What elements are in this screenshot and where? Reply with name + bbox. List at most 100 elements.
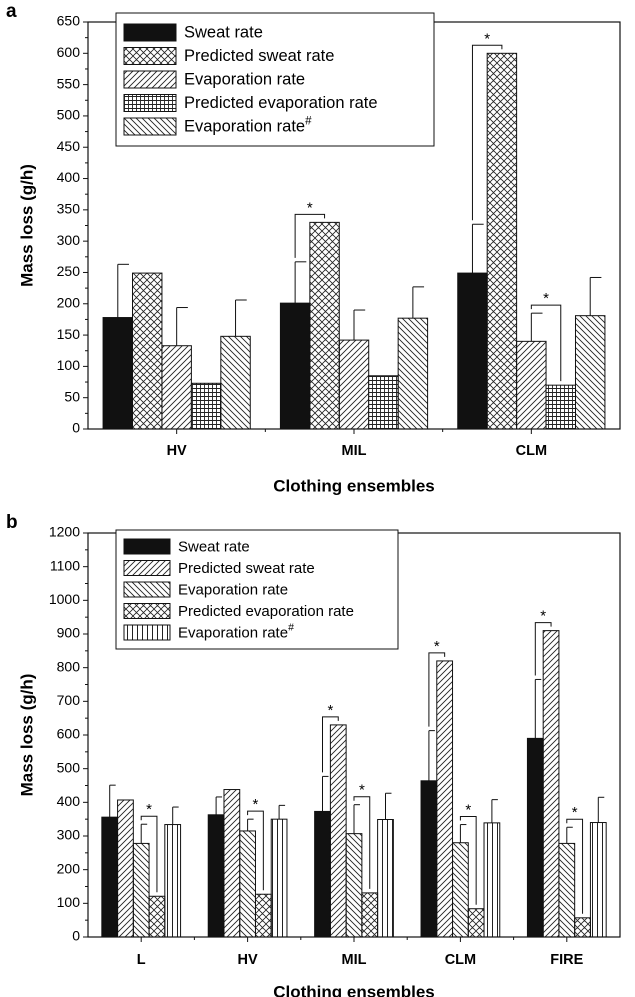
significance-star: * <box>359 782 365 799</box>
bar <box>574 315 606 430</box>
bar <box>314 810 331 938</box>
bar <box>361 892 379 938</box>
bar <box>220 335 251 430</box>
legend: Sweat rate Predicted sweat rate Evaporatio… <box>115 12 435 147</box>
y-tick-label: 1200 <box>49 524 80 540</box>
bar <box>589 822 607 938</box>
significance-bracket <box>322 716 339 773</box>
legend-swatch <box>123 117 177 136</box>
y-tick-label: 550 <box>57 75 81 91</box>
legend-swatch <box>123 603 171 619</box>
bar <box>397 317 429 430</box>
panel-letter: b <box>6 512 18 533</box>
legend-label: Evaporation rate <box>178 581 288 598</box>
legend-label-superscript: # <box>305 116 312 128</box>
bar <box>452 842 469 938</box>
x-tick-label: CLM <box>516 443 547 459</box>
bar <box>345 833 363 938</box>
y-tick-label: 300 <box>57 827 81 843</box>
panel-letter: a <box>6 1 17 22</box>
significance-bracket <box>471 44 503 221</box>
y-tick-label: 200 <box>57 860 81 876</box>
bar <box>558 842 576 938</box>
legend-label-text: Evaporation rate <box>184 71 305 89</box>
significance-bracket <box>140 815 158 893</box>
bar <box>101 816 119 938</box>
significance-star: * <box>465 802 471 819</box>
bar <box>436 660 454 938</box>
y-tick-label: 800 <box>57 658 81 674</box>
legend-label: Evaporation rate# <box>178 621 294 641</box>
legend-label: Predicted sweat rate <box>178 560 315 577</box>
legend-label-text: Sweat rate <box>184 24 263 42</box>
y-tick-label: 500 <box>57 107 81 123</box>
bar <box>102 317 134 430</box>
panel-b-chart: b * * * * * * * * 0 100 200 300 400 500 600 700 800 900 100… <box>6 512 621 997</box>
bar <box>338 339 370 430</box>
bar <box>486 52 518 430</box>
y-tick-label: 900 <box>57 625 81 641</box>
y-tick-label: 0 <box>72 928 80 944</box>
x-tick-label: FIRE <box>550 952 583 968</box>
legend-label-text: Evaporation rate <box>178 624 288 641</box>
bar <box>132 272 163 430</box>
bar <box>542 630 560 938</box>
bar <box>239 830 256 938</box>
legend-label: Evaporation rate# <box>184 116 312 136</box>
y-tick-label: 50 <box>64 388 80 404</box>
y-axis-label: Mass loss (g/h) <box>17 674 36 797</box>
significance-star: * <box>543 290 549 307</box>
legend: Sweat rate Predicted sweat rate Evaporatio… <box>115 529 399 650</box>
legend-swatch <box>123 538 171 555</box>
bar <box>161 345 192 430</box>
significance-bracket <box>353 796 371 889</box>
bar <box>148 895 166 938</box>
bar <box>483 822 501 938</box>
bar <box>190 382 222 430</box>
legend-label-text: Sweat rate <box>178 538 250 555</box>
significance-bracket <box>566 818 584 914</box>
legend-label-superscript: # <box>288 621 294 633</box>
y-axis-label: Mass loss (g/h) <box>17 164 36 287</box>
y-tick-label: 100 <box>57 357 81 373</box>
legend-label-text: Evaporation rate <box>178 581 288 598</box>
significance-star: * <box>484 30 490 47</box>
x-tick-label: HV <box>238 952 258 968</box>
x-tick-label: CLM <box>445 952 476 968</box>
bar <box>368 375 399 430</box>
legend-label-text: Predicted evaporation rate <box>178 603 354 620</box>
y-tick-label: 450 <box>57 138 81 154</box>
bar <box>164 824 182 938</box>
y-tick-label: 700 <box>57 692 81 708</box>
y-tick-label: 400 <box>57 169 81 185</box>
significance-bracket <box>530 304 562 382</box>
y-tick-label: 0 <box>72 420 80 436</box>
bar <box>223 789 241 938</box>
significance-bracket <box>294 213 326 258</box>
legend-swatch <box>123 70 177 89</box>
y-tick-label: 200 <box>57 294 81 310</box>
bar <box>574 917 591 938</box>
bar <box>117 799 134 938</box>
legend-label-text: Predicted evaporation rate <box>184 94 378 112</box>
legend-swatch <box>123 624 171 641</box>
bar <box>545 384 576 430</box>
y-tick-label: 400 <box>57 793 81 809</box>
legend-label-text: Evaporation rate <box>184 118 305 136</box>
legend-swatch <box>123 581 171 598</box>
legend-label: Predicted evaporation rate <box>184 94 378 112</box>
legend-label-text: Predicted sweat rate <box>178 560 315 577</box>
x-axis-label: Clothing ensembles <box>273 476 435 495</box>
legend-swatch <box>123 47 177 65</box>
bar <box>420 780 438 938</box>
x-axis-label: Clothing ensembles <box>273 982 435 997</box>
significance-star: * <box>327 702 333 719</box>
y-tick-label: 250 <box>57 263 81 279</box>
x-tick-label: L <box>137 952 146 968</box>
significance-star: * <box>540 608 546 625</box>
significance-star: * <box>434 638 440 655</box>
y-tick-label: 1000 <box>49 591 80 607</box>
legend-swatch <box>123 94 177 112</box>
bar <box>254 893 272 938</box>
